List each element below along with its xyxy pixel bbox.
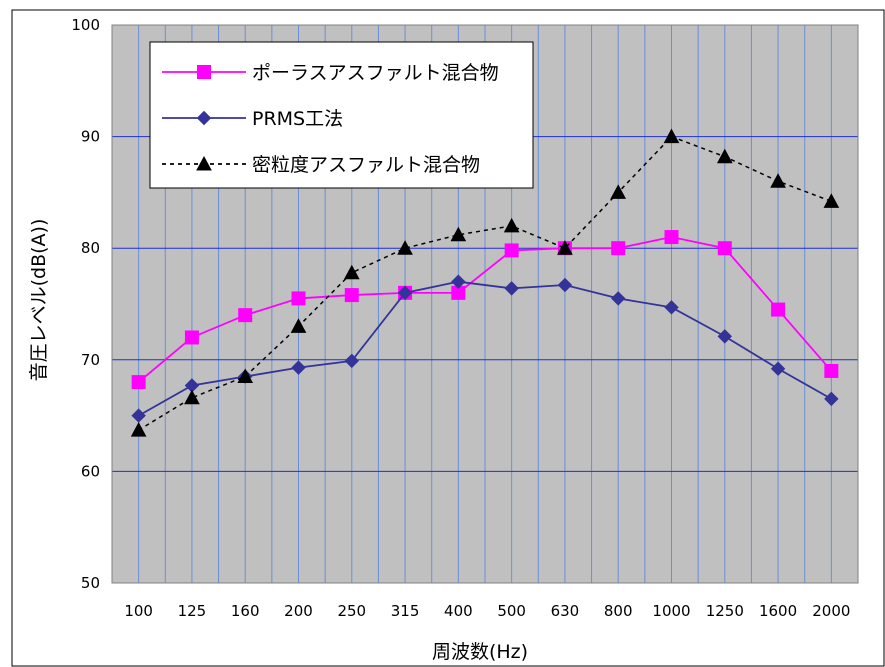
x-tick-label: 500: [497, 602, 526, 620]
series-group: [131, 274, 839, 423]
x-tick-label: 160: [231, 602, 260, 620]
data-point: [771, 302, 786, 317]
data-point: [610, 184, 627, 199]
y-tick-label: 70: [81, 351, 100, 369]
data-point: [344, 288, 359, 303]
data-point: [238, 308, 253, 323]
y-tick-label: 50: [81, 574, 100, 592]
data-point: [184, 330, 199, 345]
legend-label: 密粒度アスファルト混合物: [252, 154, 480, 176]
series-line: [138, 135, 832, 431]
x-tick-label: 630: [551, 602, 580, 620]
x-tick-label: 1600: [759, 602, 797, 620]
data-point: [824, 391, 839, 407]
x-tick-label: 1000: [652, 602, 690, 620]
y-tick-label: 80: [81, 239, 100, 257]
data-point: [131, 375, 146, 390]
data-point: [611, 241, 626, 256]
data-point: [291, 360, 306, 375]
legend-marker: [196, 155, 212, 171]
data-point: [344, 353, 359, 369]
data-point: [237, 368, 254, 384]
x-tick-label: 315: [391, 602, 420, 620]
data-point: [824, 363, 839, 378]
data-point: [291, 291, 306, 306]
data-point: [663, 128, 680, 144]
y-tick-label: 60: [81, 462, 100, 480]
data-point: [717, 329, 732, 344]
series-group: [130, 128, 840, 437]
x-tick-label: 200: [284, 602, 313, 620]
legend-marker: [196, 110, 212, 126]
x-tick-label: 250: [337, 602, 366, 620]
data-point: [290, 318, 307, 333]
x-tick-label: 400: [444, 602, 473, 620]
series-line: [138, 280, 832, 417]
data-point: [770, 361, 786, 376]
x-axis-title: 周波数(Hz): [432, 641, 528, 663]
data-point: [664, 230, 679, 245]
data-point: [823, 193, 840, 208]
data-point: [557, 240, 573, 255]
data-point: [717, 241, 732, 256]
y-axis-title: 音圧レベル(dB(A)): [28, 219, 50, 382]
legend-label: ポーラスアスファルト混合物: [252, 62, 499, 84]
series-line: [138, 236, 833, 383]
data-point: [611, 291, 626, 306]
data-point: [664, 300, 679, 315]
data-point: [770, 173, 786, 188]
data-point: [557, 277, 573, 293]
data-point: [397, 240, 413, 255]
data-point: [451, 274, 466, 289]
x-tick-label: 100: [124, 602, 153, 620]
y-tick-label: 100: [71, 16, 100, 34]
y-tick-label: 90: [81, 128, 100, 146]
data-point: [450, 226, 467, 242]
data-point: [130, 422, 147, 437]
data-point: [716, 148, 733, 164]
data-point: [503, 217, 520, 233]
data-point: [504, 243, 519, 258]
x-tick-label: 125: [178, 602, 207, 620]
data-point: [504, 281, 519, 296]
plot-border: [111, 24, 859, 584]
x-tick-label: 1250: [706, 602, 744, 620]
x-tick-label: 800: [604, 602, 633, 620]
series-group: [131, 230, 839, 390]
x-tick-label: 2000: [812, 602, 850, 620]
legend-label: PRMS工法: [252, 108, 343, 130]
legend-marker: [197, 65, 211, 79]
data-point: [397, 285, 413, 301]
data-point: [343, 264, 360, 280]
data-point: [184, 389, 200, 405]
